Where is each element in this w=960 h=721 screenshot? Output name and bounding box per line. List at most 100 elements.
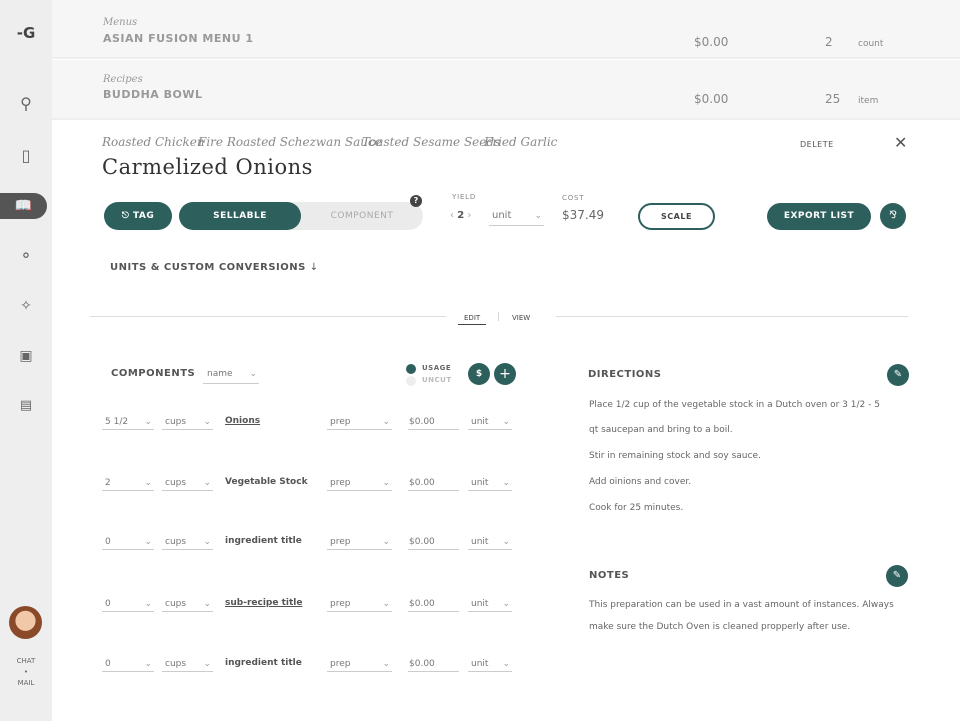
cart-icon[interactable]: ▣ xyxy=(19,348,33,364)
cost-input[interactable]: $0.00 xyxy=(408,416,459,430)
row-category: Recipes xyxy=(103,74,143,85)
unit-select-value: cups xyxy=(165,478,187,488)
tag-button[interactable]: ⎋ TAG xyxy=(104,202,172,230)
yield-unit: unit xyxy=(492,210,512,221)
tag-tools-icon[interactable]: ✧ xyxy=(20,298,32,314)
breadcrumb-item[interactable]: Fried Garlic xyxy=(484,135,558,149)
prep-select-value: prep xyxy=(330,659,351,669)
tag-label: TAG xyxy=(132,211,155,221)
help-icon[interactable]: ? xyxy=(410,195,422,207)
quantity-select[interactable]: 0 ⌄ xyxy=(102,658,154,672)
quantity-select[interactable]: 0 ⌄ xyxy=(102,598,154,612)
cost-unit-select-value: unit xyxy=(471,537,489,547)
yield-unit-select[interactable]: unit ⌄ xyxy=(489,208,544,226)
quantity-select-value: 0 xyxy=(105,537,111,547)
cost-input[interactable]: $0.00 xyxy=(408,536,459,550)
cost-unit-select[interactable]: unit ⌄ xyxy=(468,477,512,491)
pdf-icon[interactable]: ⅋ xyxy=(880,203,906,229)
unit-select[interactable]: cups ⌄ xyxy=(162,477,213,491)
prep-select[interactable]: prep ⌄ xyxy=(327,416,392,430)
recipe-row[interactable]: Recipes BUDDHA BOWL $0.00 25 item xyxy=(52,60,960,120)
direction-line: Cook for 25 minutes. xyxy=(589,503,684,513)
cost-unit-select-value: unit xyxy=(471,659,489,669)
component-option[interactable]: COMPONENT xyxy=(330,211,394,221)
cost-unit-select[interactable]: unit ⌄ xyxy=(468,536,512,550)
sort-select[interactable]: name ⌄ xyxy=(203,366,259,384)
chevron-down-icon: ⌄ xyxy=(502,659,510,669)
row-unit: count xyxy=(858,39,884,49)
cost-unit-select-value: unit xyxy=(471,417,489,427)
chevron-down-icon: ⌄ xyxy=(534,211,542,221)
chevron-down-icon: ⌄ xyxy=(382,478,390,488)
separator-dot: • xyxy=(23,668,29,676)
unit-select[interactable]: cups ⌄ xyxy=(162,598,213,612)
book-icon[interactable]: 📖 xyxy=(0,193,47,219)
component-name[interactable]: sub-recipe title xyxy=(225,598,303,608)
chevron-down-icon: ⌄ xyxy=(203,659,211,669)
quantity-select[interactable]: 2 ⌄ xyxy=(102,477,154,491)
close-icon[interactable]: ✕ xyxy=(894,133,908,152)
cost-input[interactable]: $0.00 xyxy=(408,477,459,491)
component-name: Vegetable Stock xyxy=(225,477,308,487)
prep-select[interactable]: prep ⌄ xyxy=(327,536,392,550)
add-component-button[interactable]: + xyxy=(494,363,516,385)
row-price: $0.00 xyxy=(694,35,729,49)
chat-link[interactable]: CHAT xyxy=(16,657,36,665)
chevron-left-icon[interactable]: ‹ xyxy=(450,210,454,221)
breadcrumb-item[interactable]: Roasted Chicken xyxy=(102,135,205,149)
menu-row[interactable]: Menus ASIAN FUSION MENU 1 $0.00 2 count xyxy=(52,0,960,59)
cost-input[interactable]: $0.00 xyxy=(408,658,459,672)
row-category: Menus xyxy=(103,17,138,28)
chevron-down-icon: ⌄ xyxy=(144,478,152,488)
divider xyxy=(556,316,908,317)
cost-unit-select[interactable]: unit ⌄ xyxy=(468,598,512,612)
tab-edit[interactable]: EDIT xyxy=(458,314,487,325)
search-icon[interactable]: ⚲ xyxy=(20,94,32,113)
edit-directions-icon[interactable]: ✎ xyxy=(887,364,909,386)
avatar[interactable] xyxy=(9,606,42,639)
row-price: $0.00 xyxy=(694,92,729,106)
prep-select[interactable]: prep ⌄ xyxy=(327,658,392,672)
note-line: This preparation can be used in a vast a… xyxy=(589,600,894,610)
cost-unit-select[interactable]: unit ⌄ xyxy=(468,416,512,430)
logo[interactable]: -G xyxy=(16,24,36,42)
cost-input[interactable]: $0.00 xyxy=(408,598,459,612)
export-list-button[interactable]: EXPORT LIST xyxy=(767,203,871,230)
units-conversions-toggle[interactable]: UNITS & CUSTOM CONVERSIONS ↓ xyxy=(110,262,319,273)
quantity-select[interactable]: 0 ⌄ xyxy=(102,536,154,550)
cost-unit-select[interactable]: unit ⌄ xyxy=(468,658,512,672)
onion-icon[interactable]: ⚬ xyxy=(19,246,33,265)
tag-icon: ⎋ xyxy=(121,211,130,221)
mail-link[interactable]: MAIL xyxy=(17,679,35,687)
unit-select[interactable]: cups ⌄ xyxy=(162,658,213,672)
chevron-down-icon: ⌄ xyxy=(502,599,510,609)
document-icon[interactable]: ▤ xyxy=(19,398,33,413)
component-name[interactable]: Onions xyxy=(225,416,261,426)
sellable-option[interactable]: SELLABLE xyxy=(179,202,301,230)
edit-notes-icon[interactable]: ✎ xyxy=(886,565,908,587)
uncut-radio[interactable] xyxy=(406,376,416,386)
components-heading: COMPONENTS xyxy=(111,368,196,379)
unit-select[interactable]: cups ⌄ xyxy=(162,416,213,430)
clipboard-icon[interactable]: ▯ xyxy=(21,146,31,165)
scale-button[interactable]: SCALE xyxy=(638,203,715,230)
usage-radio[interactable] xyxy=(406,364,416,374)
quantity-select[interactable]: 5 1/2 ⌄ xyxy=(102,416,154,430)
chevron-down-icon: ⌄ xyxy=(382,659,390,669)
type-toggle[interactable]: SELLABLE COMPONENT xyxy=(179,202,423,230)
prep-select[interactable]: prep ⌄ xyxy=(327,477,392,491)
tab-view[interactable]: VIEW xyxy=(512,314,531,322)
unit-select[interactable]: cups ⌄ xyxy=(162,536,213,550)
units-conversions-label: UNITS & CUSTOM CONVERSIONS xyxy=(110,262,306,273)
chevron-right-icon[interactable]: › xyxy=(467,210,472,221)
breadcrumb-item[interactable]: Toasted Sesame Seeds xyxy=(362,135,501,149)
yield-stepper[interactable]: ‹ 2 › xyxy=(450,210,471,221)
quantity-select-value: 5 1/2 xyxy=(105,417,129,427)
chevron-down-icon: ⌄ xyxy=(203,478,211,488)
cost-toggle-button[interactable]: $ xyxy=(468,363,490,385)
prep-select[interactable]: prep ⌄ xyxy=(327,598,392,612)
quantity-select-value: 2 xyxy=(105,478,111,488)
cost-input-value: $0.00 xyxy=(409,417,435,427)
delete-button[interactable]: DELETE xyxy=(800,140,834,149)
breadcrumb-item[interactable]: Fire Roasted Schezwan Sauce xyxy=(198,135,382,149)
